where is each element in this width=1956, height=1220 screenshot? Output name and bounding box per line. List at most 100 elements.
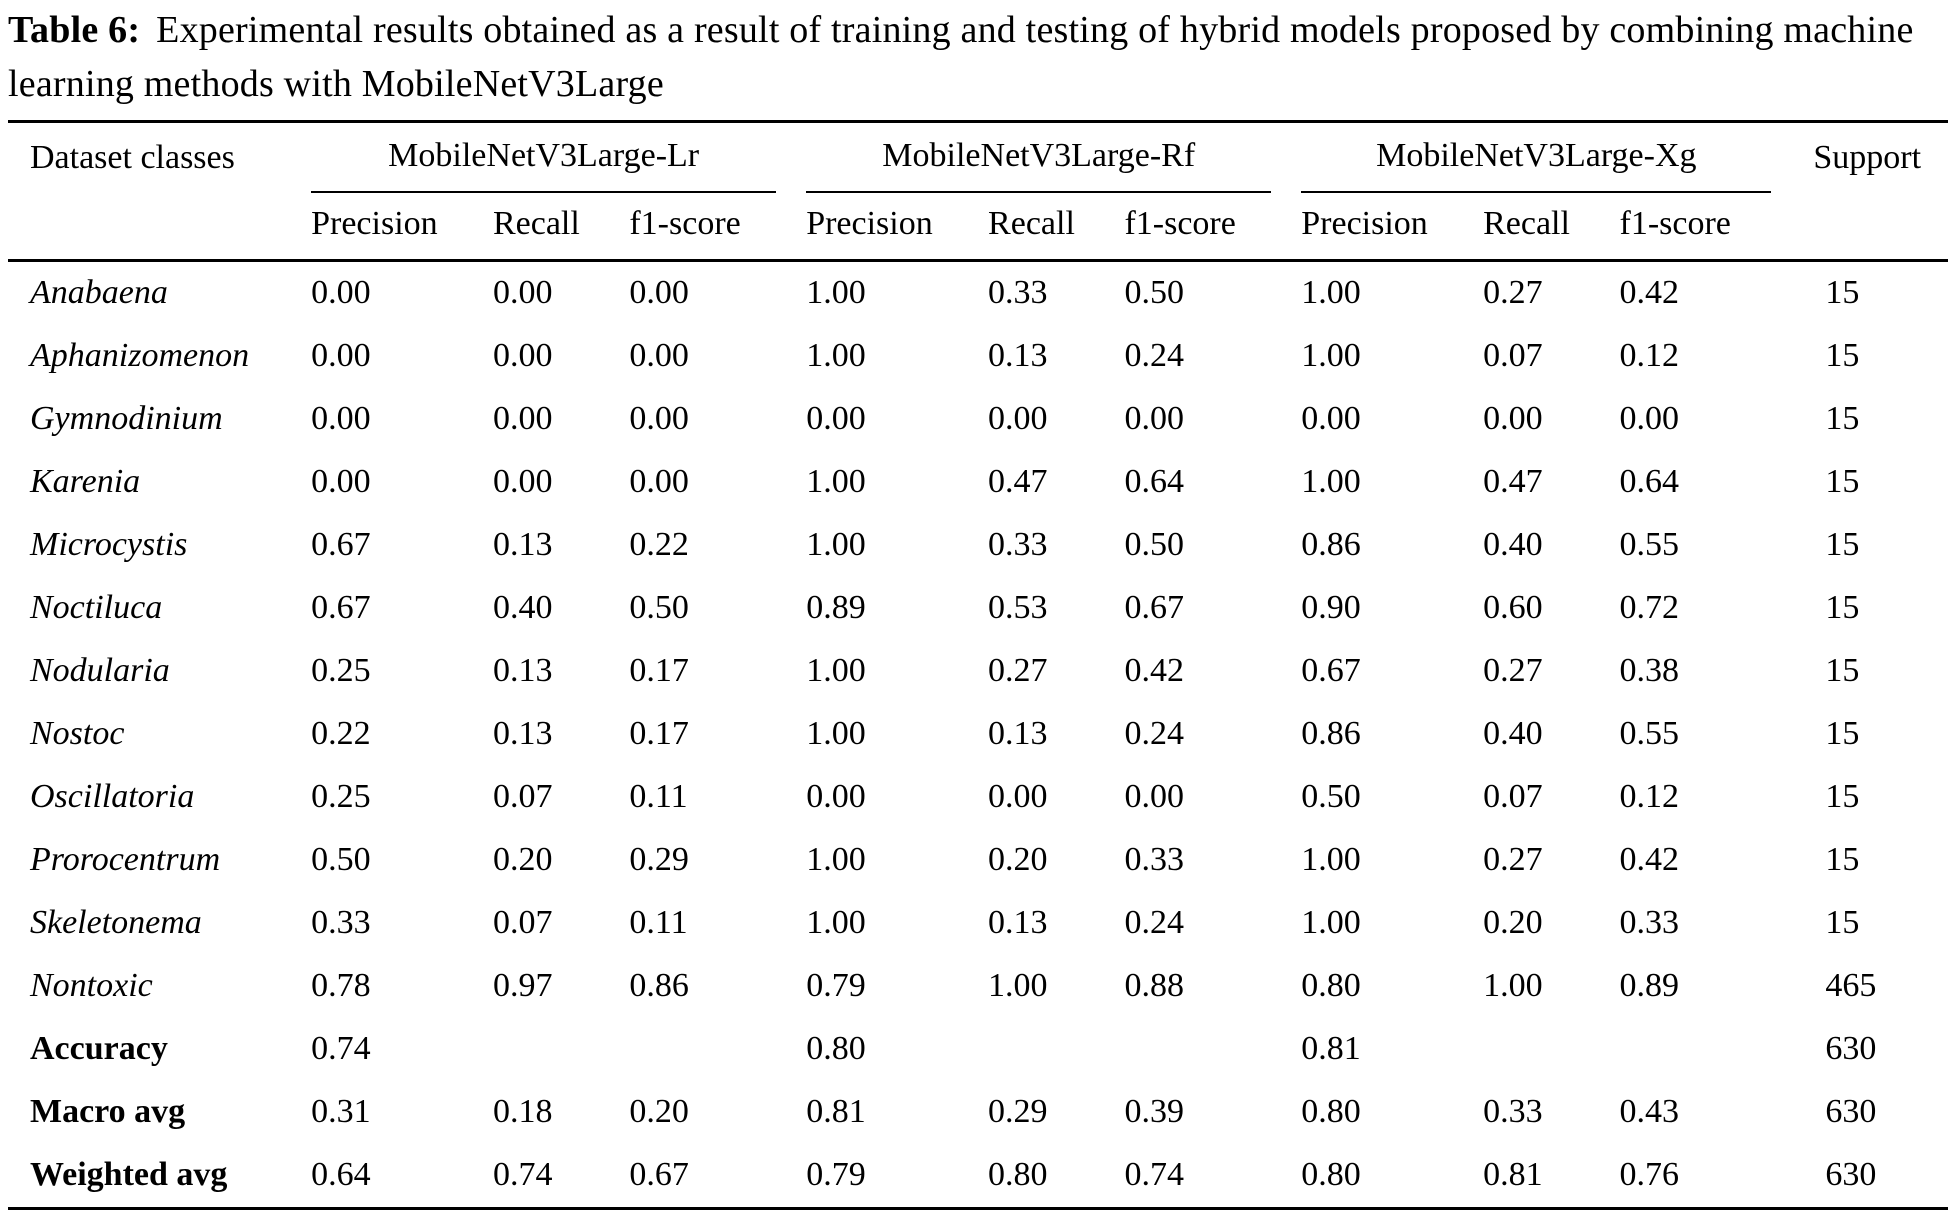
metric-value: 0.20 [988, 841, 1048, 879]
metric-value: 0.00 [311, 274, 371, 312]
support-value: 15 [1825, 841, 1860, 879]
metric-value: 0.00 [629, 400, 689, 438]
metric-value: 0.33 [1483, 1093, 1543, 1131]
metric-value: 0.12 [1619, 778, 1680, 816]
table-row: Nodularia 0.25 0.13 0.17 1.00 0.27 0.42 … [8, 640, 1948, 703]
table-row: Oscillatoria 0.25 0.07 0.11 0.00 0.00 0.… [8, 766, 1948, 829]
row-label: Nostoc [30, 715, 125, 753]
metric-value: 0.64 [311, 1156, 371, 1194]
metric-value: 0.13 [492, 715, 553, 753]
metric-value: 0.97 [492, 967, 553, 1005]
metric-value [1483, 1018, 1619, 1081]
metric-value: 0.13 [492, 652, 553, 690]
metric-value: 0.27 [988, 652, 1048, 690]
precision-header: Precision [1301, 204, 1428, 242]
metric-value: 0.00 [492, 400, 553, 438]
table-row: Weighted avg 0.64 0.74 0.67 0.79 0.80 0.… [8, 1144, 1948, 1209]
metric-value: 0.86 [1301, 715, 1361, 753]
metric-value: 0.07 [1483, 337, 1543, 375]
metric-value: 0.27 [1483, 652, 1543, 690]
support-value: 15 [1825, 715, 1860, 753]
table-row: Macro avg 0.31 0.18 0.20 0.81 0.29 0.39 … [8, 1081, 1948, 1144]
metric-value: 0.81 [1301, 1030, 1361, 1068]
table-row: Anabaena 0.00 0.00 0.00 1.00 0.33 0.50 1… [8, 260, 1948, 325]
table-row: Noctiluca 0.67 0.40 0.50 0.89 0.53 0.67 … [8, 577, 1948, 640]
table-caption-label: Table 6: [8, 9, 141, 51]
table-row: Aphanizomenon 0.00 0.00 0.00 1.00 0.13 0… [8, 325, 1948, 388]
row-label: Gymnodinium [30, 400, 223, 438]
metric-value: 0.42 [1124, 652, 1184, 690]
support-value: 15 [1825, 400, 1860, 438]
metric-value: 0.33 [311, 904, 371, 942]
metric-value: 0.00 [1124, 778, 1184, 816]
metric-value: 0.13 [988, 715, 1048, 753]
table-row: Nostoc 0.22 0.13 0.17 1.00 0.13 0.24 0.8… [8, 703, 1948, 766]
metric-value [1620, 1018, 1802, 1081]
metric-value: 0.39 [1124, 1093, 1184, 1131]
metric-value: 0.86 [629, 967, 689, 1005]
metric-value: 0.27 [1483, 274, 1543, 312]
metric-value: 1.00 [1301, 904, 1361, 942]
metric-value: 0.22 [629, 526, 689, 564]
metric-value: 0.50 [1124, 526, 1184, 564]
metric-value: 1.00 [806, 904, 866, 942]
metric-value: 0.89 [806, 589, 866, 627]
metric-value: 0.64 [1619, 463, 1680, 501]
group-header-xg-label: MobileNetV3Large-Xg [1301, 123, 1772, 193]
support-value: 15 [1825, 274, 1860, 312]
support-value: 630 [1825, 1156, 1877, 1194]
table-row: Gymnodinium 0.00 0.00 0.00 0.00 0.00 0.0… [8, 388, 1948, 451]
metric-value: 0.67 [1301, 652, 1361, 690]
metric-value: 0.24 [1124, 715, 1184, 753]
group-header-lr: MobileNetV3Large-Lr [311, 121, 806, 193]
metric-value: 0.72 [1619, 589, 1680, 627]
metric-value: 0.00 [988, 400, 1048, 438]
table-body: Anabaena 0.00 0.00 0.00 1.00 0.33 0.50 1… [8, 260, 1948, 1208]
table-row: Microcystis 0.67 0.13 0.22 1.00 0.33 0.5… [8, 514, 1948, 577]
metric-value: 0.79 [806, 1156, 866, 1194]
precision-header: Precision [311, 204, 438, 242]
metric-value: 0.27 [1483, 841, 1543, 879]
row-label: Microcystis [30, 526, 188, 564]
metric-value: 0.29 [629, 841, 689, 879]
metric-value: 0.88 [1124, 967, 1184, 1005]
metric-value: 0.11 [629, 904, 688, 942]
metric-value: 0.00 [311, 400, 371, 438]
metric-value: 0.13 [988, 904, 1048, 942]
metric-value: 0.22 [311, 715, 371, 753]
group-header-rf-label: MobileNetV3Large-Rf [806, 123, 1272, 193]
metric-value: 0.74 [311, 1030, 371, 1068]
f1-score-header: f1-score [1124, 204, 1236, 242]
group-header-row: Dataset classes MobileNetV3Large-Lr Mobi… [8, 121, 1948, 193]
metric-value: 0.67 [1124, 589, 1184, 627]
support-value: 15 [1825, 589, 1860, 627]
metric-value: 0.00 [311, 463, 371, 501]
metric-value: 0.13 [988, 337, 1048, 375]
metric-value: 0.78 [311, 967, 371, 1005]
row-label: Weighted avg [30, 1156, 228, 1194]
f1-score-header: f1-score [629, 204, 741, 242]
metric-value: 0.40 [1483, 715, 1543, 753]
table-caption: Table 6: Experimental results obtained as… [8, 4, 1948, 112]
table-row: Skeletonema 0.33 0.07 0.11 1.00 0.13 0.2… [8, 892, 1948, 955]
metric-value: 0.29 [988, 1093, 1048, 1131]
metric-value: 0.20 [1483, 904, 1543, 942]
row-label: Prorocentrum [30, 841, 221, 879]
metric-value: 0.50 [629, 589, 689, 627]
metric-value: 0.90 [1301, 589, 1361, 627]
metric-value: 1.00 [1301, 274, 1361, 312]
metric-value: 0.00 [1483, 400, 1543, 438]
metric-value: 0.00 [492, 337, 553, 375]
row-label: Macro avg [30, 1093, 186, 1131]
metric-value [493, 1018, 629, 1081]
metric-value: 0.80 [1301, 967, 1361, 1005]
metric-value: 0.50 [1124, 274, 1184, 312]
metric-value: 1.00 [1301, 337, 1361, 375]
metric-value: 0.33 [988, 274, 1048, 312]
metric-value: 0.42 [1619, 274, 1680, 312]
metric-value: 0.67 [629, 1156, 689, 1194]
metric-value: 0.80 [1301, 1156, 1361, 1194]
support-value: 15 [1825, 337, 1860, 375]
metric-value: 0.00 [629, 337, 689, 375]
metric-value: 0.80 [988, 1156, 1048, 1194]
